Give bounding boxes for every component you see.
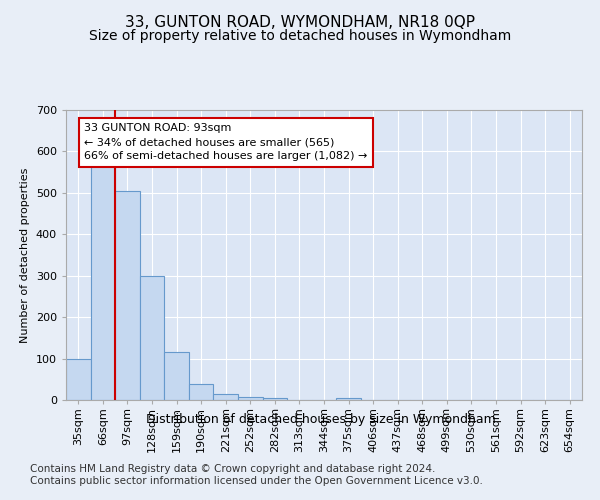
Bar (263, 398, 287, 400)
Text: Size of property relative to detached houses in Wymondham: Size of property relative to detached ho… (89, 29, 511, 43)
Bar (238, 396, 263, 400)
Text: Contains HM Land Registry data © Crown copyright and database right 2024.
Contai: Contains HM Land Registry data © Crown c… (30, 464, 483, 485)
Bar (140, 276, 164, 400)
Y-axis label: Number of detached properties: Number of detached properties (20, 168, 30, 342)
Text: 33 GUNTON ROAD: 93sqm
← 34% of detached houses are smaller (565)
66% of semi-det: 33 GUNTON ROAD: 93sqm ← 34% of detached … (85, 124, 368, 162)
Bar (66, 358, 91, 400)
Bar (115, 191, 140, 400)
Bar (189, 384, 214, 400)
Bar (214, 394, 238, 400)
Text: 33, GUNTON ROAD, WYMONDHAM, NR18 0QP: 33, GUNTON ROAD, WYMONDHAM, NR18 0QP (125, 15, 475, 30)
Bar (164, 352, 189, 400)
Text: Distribution of detached houses by size in Wymondham: Distribution of detached houses by size … (146, 412, 496, 426)
Bar (336, 398, 361, 400)
Bar (91, 162, 115, 400)
